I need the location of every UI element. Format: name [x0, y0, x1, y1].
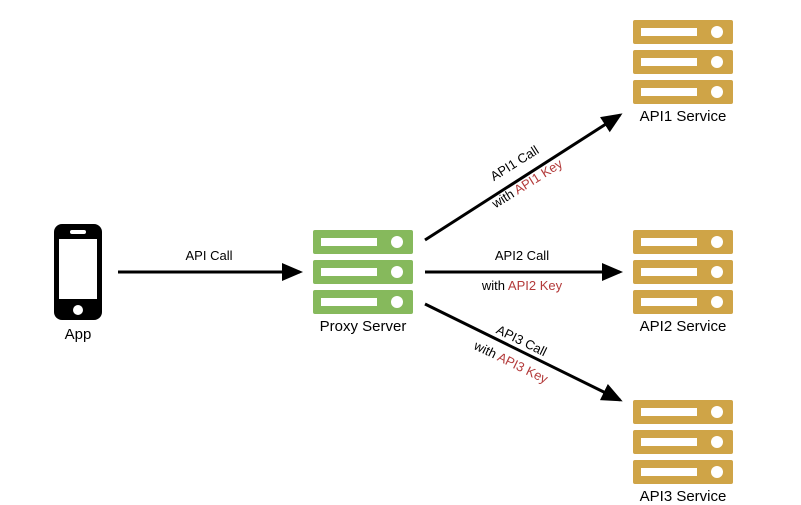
api1-label: API1 Service — [613, 108, 753, 125]
phone-icon — [54, 224, 102, 320]
api2-label: API2 Service — [613, 318, 753, 335]
diagram-canvas: API Call API2 Call with API2 Key API1 Ca… — [0, 0, 801, 502]
edge-proxy-api2-key-line: with API2 Key — [481, 278, 563, 293]
edge-proxy-api3 — [425, 304, 620, 400]
edge-proxy-api3-label-group: API3 Call with API3 Key — [471, 316, 562, 387]
api1-server-icon — [633, 20, 733, 104]
proxy-server-icon — [313, 230, 413, 314]
edge-app-proxy-label: API Call — [186, 248, 233, 263]
edge-proxy-api2-label: API2 Call — [495, 248, 549, 263]
proxy-label: Proxy Server — [293, 318, 433, 335]
api3-server-icon — [633, 400, 733, 484]
api3-label: API3 Service — [613, 488, 753, 505]
app-label: App — [8, 326, 148, 343]
api2-server-icon — [633, 230, 733, 314]
